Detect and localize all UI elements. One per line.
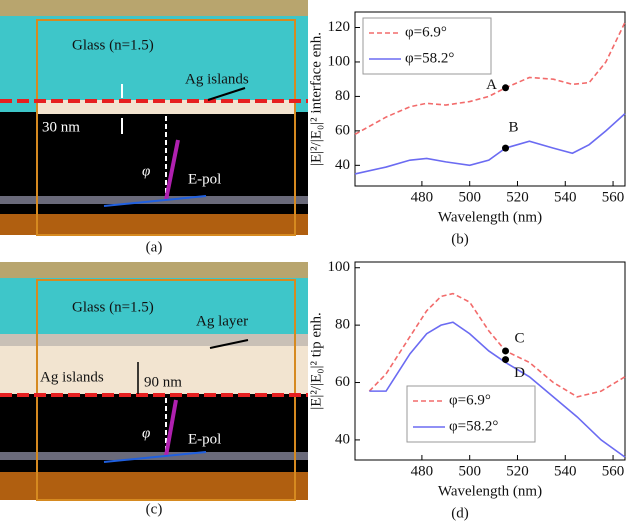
caption: (a)	[146, 239, 163, 255]
y-tick-label: 100	[328, 53, 351, 69]
islands-label: Ag islands	[185, 71, 249, 87]
x-axis-label: Wavelength (nm)	[438, 209, 542, 225]
panel-c: Glass (n=1.5) Ag layer Ag islands 90 nm …	[0, 262, 308, 517]
x-tick-label: 480	[411, 189, 434, 205]
x-tick-label: 480	[411, 463, 434, 479]
thickness-label: 30 nm	[42, 119, 80, 135]
glass-label: Glass (n=1.5)	[72, 37, 154, 53]
point-label: D	[514, 365, 525, 381]
panel-a: Glass (n=1.5) Ag islands 30 nm φ E-pol (…	[0, 0, 308, 255]
layer-label: Ag layer	[196, 313, 248, 329]
x-tick-label: 500	[458, 189, 481, 205]
marker-point	[502, 347, 509, 354]
y-tick-label: 120	[328, 19, 351, 35]
angle-label: φ	[142, 425, 150, 441]
x-tick-label: 540	[554, 189, 577, 205]
x-tick-label: 560	[602, 463, 625, 479]
thickness-label: 90 nm	[144, 374, 182, 390]
y-axis-label: |E|²/|E₀|² tip enh.	[308, 312, 324, 409]
figure: Glass (n=1.5) Ag islands 30 nm φ E-pol (…	[0, 0, 641, 522]
marker-point	[502, 145, 509, 152]
x-tick-label: 500	[458, 463, 481, 479]
x-tick-label: 540	[554, 463, 577, 479]
series-line	[369, 294, 625, 397]
y-tick-label: 40	[335, 431, 350, 447]
point-label: A	[486, 77, 497, 93]
y-tick-label: 80	[335, 88, 350, 104]
caption: (b)	[451, 231, 469, 247]
pol-label: E-pol	[188, 431, 221, 447]
caption: (d)	[451, 505, 469, 521]
islands-label: Ag islands	[40, 369, 104, 385]
x-tick-label: 560	[602, 189, 625, 205]
charts: 40 60 80 100 120 480 500 520 540 560 Wavelength (n…	[308, 12, 625, 521]
x-tick-label: 520	[506, 189, 529, 205]
y-axis-label: |E|²/|E₀|² interface enh.	[308, 32, 324, 166]
pol-label: E-pol	[188, 171, 221, 187]
angle-label: φ	[142, 163, 150, 179]
y-tick-label: 60	[335, 122, 350, 138]
caption: (c)	[146, 501, 163, 517]
glass-label: Glass (n=1.5)	[72, 299, 154, 315]
point-label: C	[515, 330, 525, 346]
y-tick-label: 100	[328, 259, 351, 275]
marker-point	[502, 356, 509, 363]
y-tick-label: 40	[335, 157, 350, 173]
y-tick-label: 60	[335, 374, 350, 390]
series-line	[355, 114, 625, 174]
marker-point	[502, 84, 509, 91]
y-tick-label: 80	[335, 317, 350, 333]
legend-label: φ=58.2°	[405, 50, 454, 66]
x-tick-label: 520	[506, 463, 529, 479]
legend-label: φ=58.2°	[449, 418, 498, 434]
legend-label: φ=6.9°	[405, 24, 447, 40]
point-label: B	[509, 120, 519, 136]
legend-label: φ=6.9°	[449, 392, 491, 408]
x-axis-label: Wavelength (nm)	[438, 483, 542, 499]
